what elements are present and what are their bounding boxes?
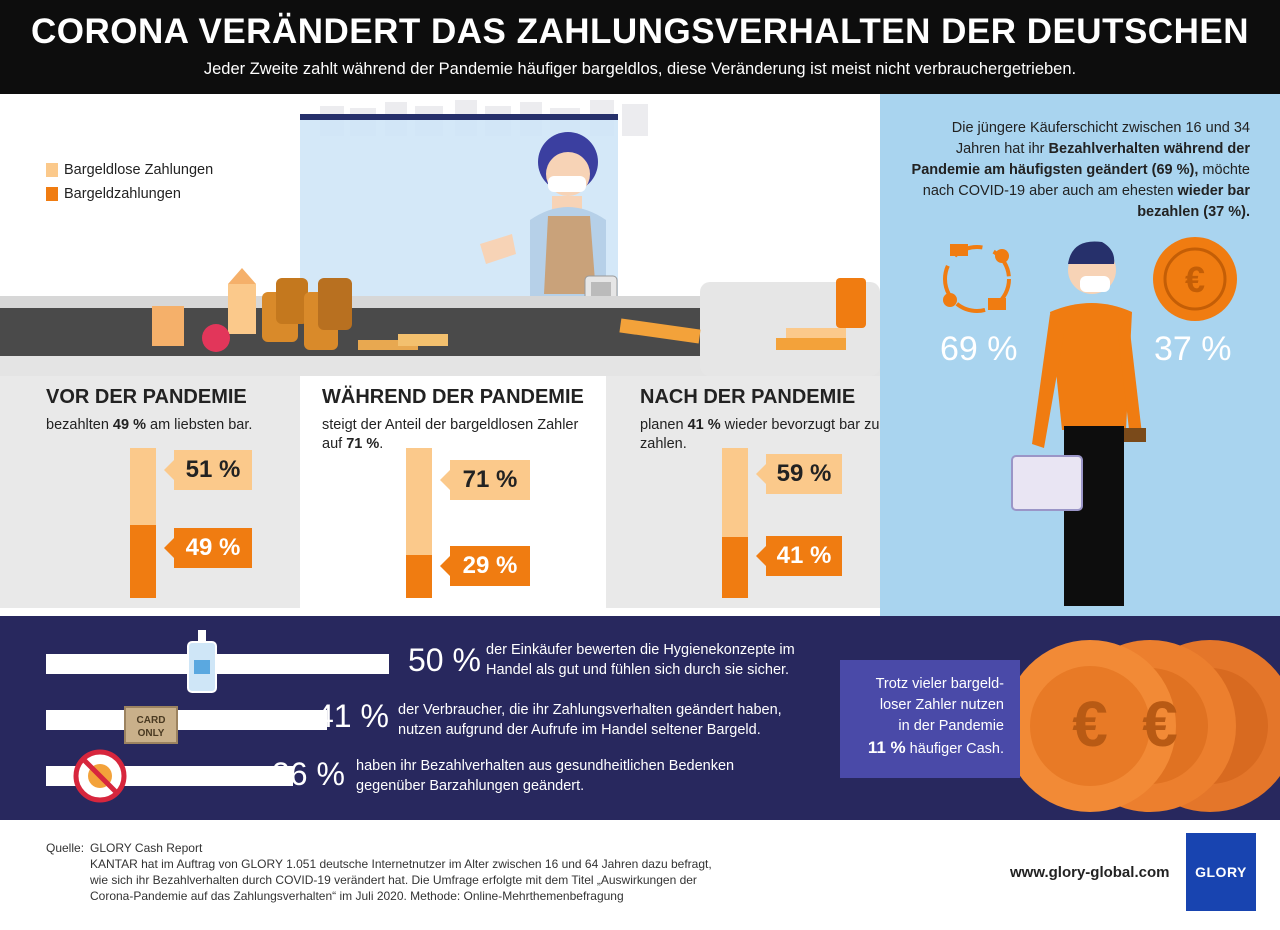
- stat-pct: 50 %: [408, 642, 481, 678]
- bar-cashless: [406, 448, 432, 555]
- svg-text:€: €: [1072, 688, 1108, 760]
- no-virus-icon: [73, 749, 127, 803]
- pct-back-to-cash: 37 %: [1154, 330, 1232, 368]
- stat-bar: [46, 710, 327, 730]
- bar-cash: [722, 537, 748, 598]
- stat-pct: 36 %: [272, 756, 345, 792]
- stat-bar: [46, 654, 389, 674]
- payment-cycle-icon: [943, 244, 1011, 313]
- pct-label-cashless: 71 %: [440, 460, 530, 500]
- shopper-icon: [1011, 241, 1146, 606]
- column-title: VOR DER PANDEMIE: [46, 386, 247, 408]
- young-buyers-panel: Die jüngere Käuferschicht zwischen 16 un…: [880, 94, 1280, 616]
- footnote-line: wie sich ihr Bezahlverhalten durch COVID…: [90, 873, 697, 887]
- legend-label: Bargeldlose Zahlungen: [64, 162, 214, 178]
- footnote-line: KANTAR hat im Auftrag von GLORY 1.051 de…: [90, 857, 712, 871]
- column-before: VOR DER PANDEMIE bezahlten 49 % am liebs…: [46, 376, 296, 608]
- checkout-scene-icon: [0, 100, 880, 376]
- column-desc: bezahlten 49 % am liebsten bar.: [46, 417, 253, 433]
- bar-cash: [406, 555, 432, 598]
- stacked-bar: [722, 448, 748, 598]
- page-subtitle: Jeder Zweite zahlt während der Pandemie …: [203, 60, 1077, 78]
- bar-cashless: [722, 448, 748, 537]
- sanitizer-icon: [187, 630, 217, 693]
- cash-callout: Trotz vieler bargeld- loser Zahler nutze…: [840, 660, 1020, 778]
- stacked-bar: [406, 448, 432, 598]
- checkout-illustration: [0, 94, 880, 376]
- euro-coins-icon: € €: [1010, 640, 1280, 812]
- column-desc: planen 41 % wieder bevorzugt bar zu zahl…: [640, 417, 880, 452]
- pct-changed: 69 %: [940, 330, 1018, 368]
- stacked-bar: [130, 448, 156, 598]
- bar-cash: [130, 525, 156, 598]
- column-title: WÄHREND DER PANDEMIE: [322, 386, 584, 408]
- young-buyers-text: Die jüngere Käuferschicht zwischen 16 un…: [911, 120, 1250, 220]
- stat-text: der Verbraucher, die ihr Zahlungsverhalt…: [398, 702, 782, 738]
- euro-coin-icon: €: [1153, 237, 1237, 321]
- stat-text: haben ihr Bezahlverhalten aus gesundheit…: [356, 758, 735, 794]
- stat-pct: 41 %: [316, 698, 389, 734]
- pct-label-cash: 49 %: [164, 528, 252, 568]
- legend-swatch-dark: [46, 187, 58, 201]
- legend-swatch-light: [46, 163, 58, 177]
- pct-label-cashless: 51 %: [164, 450, 252, 490]
- pct-label-cash: 29 %: [440, 546, 530, 586]
- column-title: NACH DER PANDEMIE: [640, 386, 856, 408]
- legend-cashless: Bargeldlose Zahlungen: [46, 162, 213, 178]
- card-only-sign-icon: CARD ONLY: [124, 706, 178, 744]
- stat-text: der Einkäufer bewerten die Hygienekonzep…: [486, 642, 795, 678]
- page-title: CORONA VERÄNDERT DAS ZAHLUNGSVERHALTEN D…: [31, 12, 1249, 51]
- column-after: NACH DER PANDEMIE planen 41 % wieder bev…: [640, 376, 880, 608]
- footer: [0, 820, 1280, 930]
- website-link[interactable]: www.glory-global.com: [1010, 864, 1170, 881]
- svg-text:€: €: [1142, 688, 1178, 760]
- bar-cashless: [130, 448, 156, 525]
- column-during: WÄHREND DER PANDEMIE steigt der Anteil d…: [322, 376, 602, 608]
- column-desc: steigt der Anteil der bargeldlosen Zahle…: [322, 417, 579, 452]
- pct-label-cash: 41 %: [756, 536, 842, 576]
- header: CORONA VERÄNDERT DAS ZAHLUNGSVERHALTEN D…: [0, 0, 1280, 94]
- coin-symbol: €: [1185, 259, 1205, 300]
- footnote-line: Corona-Pandemie auf das Zahlungsverhalte…: [90, 889, 624, 903]
- legend-label: Bargeldzahlungen: [64, 186, 181, 202]
- source-label: Quelle:: [46, 841, 85, 855]
- glory-logo: GLORY: [1186, 833, 1256, 911]
- legend-cash: Bargeldzahlungen: [46, 186, 181, 202]
- pct-label-cashless: 59 %: [756, 454, 842, 494]
- source-name: GLORY Cash Report: [90, 841, 203, 855]
